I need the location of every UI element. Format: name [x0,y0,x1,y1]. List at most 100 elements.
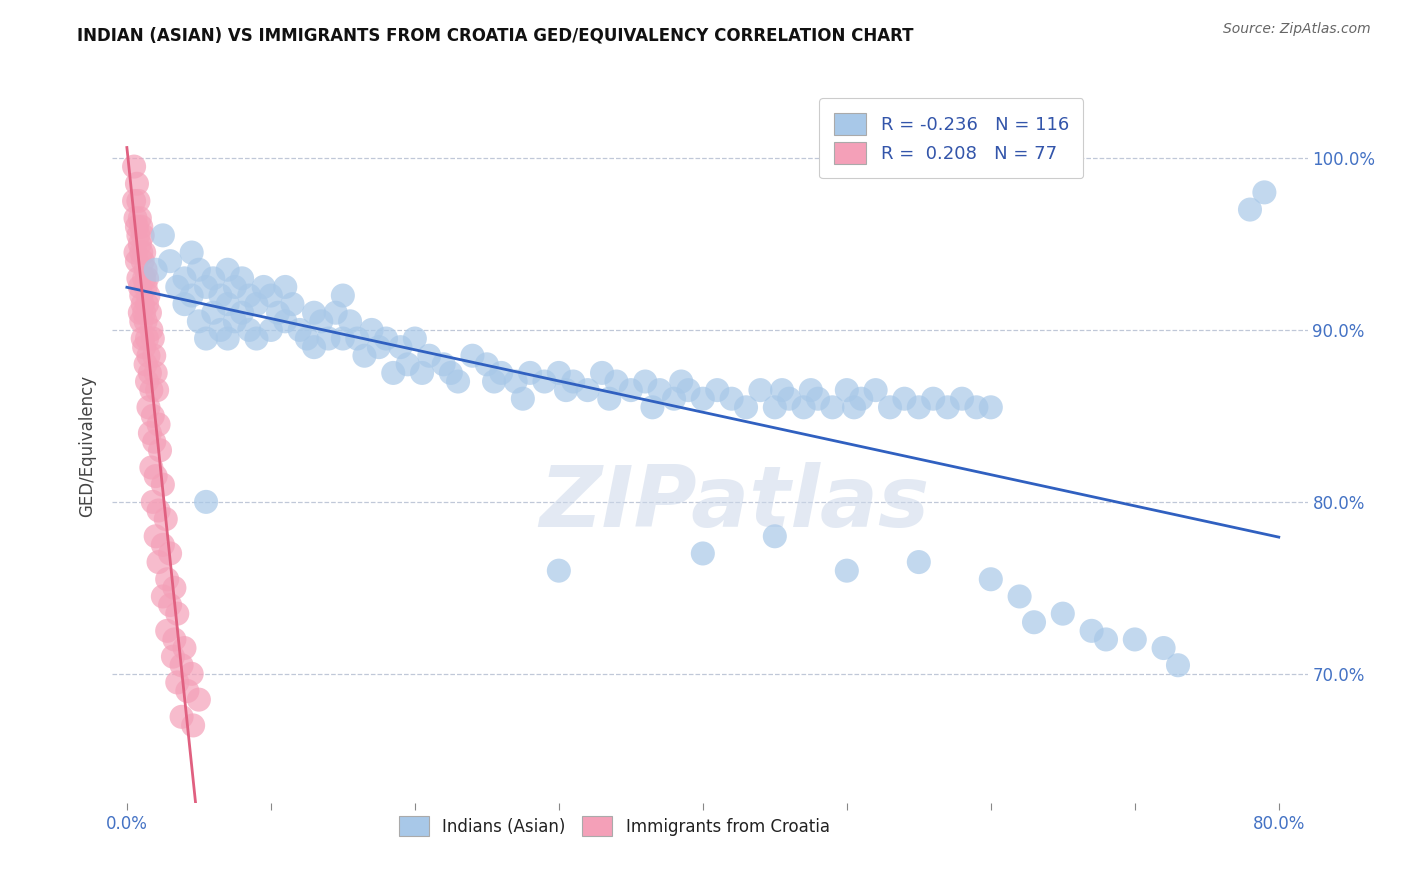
Point [124,211,146,226]
Point [835,383,858,397]
Point [134,340,156,354]
Text: ZIPatlas: ZIPatlas [538,461,929,545]
Point [605,375,627,389]
Point [807,392,830,406]
Point [176,684,198,698]
Point [142,332,165,346]
Point [253,280,276,294]
Point [163,632,186,647]
Point [125,254,148,268]
Point [648,383,671,397]
Point [145,529,167,543]
Point [461,349,484,363]
Point [260,288,283,302]
Point [382,366,405,380]
Point [346,332,368,346]
Point [166,280,188,294]
Point [152,228,174,243]
Point [128,236,150,251]
Point [187,262,209,277]
Point [367,340,389,354]
Point [907,555,929,569]
Point [1008,590,1031,604]
Point [128,211,150,226]
Point [692,546,714,560]
Point [152,477,174,491]
Point [125,219,148,234]
Point [156,624,179,638]
Point [231,271,253,285]
Point [135,262,157,277]
Point [821,401,844,415]
Point [678,383,700,397]
Point [763,401,786,415]
Point [139,426,162,441]
Point [132,332,155,346]
Point [181,718,204,732]
Point [770,383,793,397]
Point [122,194,145,208]
Point [224,314,246,328]
Point [1052,607,1074,621]
Point [149,443,172,458]
Point [562,375,585,389]
Point [418,349,440,363]
Text: Source: ZipAtlas.com: Source: ZipAtlas.com [1223,22,1371,37]
Point [134,271,156,285]
Point [576,383,599,397]
Point [1167,658,1189,673]
Point [842,401,865,415]
Point [491,366,513,380]
Point [238,323,260,337]
Point [231,306,253,320]
Point [152,538,174,552]
Point [173,641,195,656]
Point [128,306,150,320]
Point [166,675,188,690]
Point [281,297,304,311]
Point [155,512,177,526]
Point [132,254,155,268]
Point [389,340,412,354]
Point [159,254,181,268]
Point [148,417,170,432]
Y-axis label: GED/Equivalency: GED/Equivalency [79,375,97,517]
Point [127,228,149,243]
Point [1153,641,1175,656]
Point [835,564,858,578]
Point [187,314,209,328]
Point [339,314,361,328]
Point [433,357,456,371]
Point [865,383,887,397]
Point [353,349,375,363]
Point [411,366,433,380]
Point [1080,624,1102,638]
Point [879,401,901,415]
Point [142,409,165,423]
Point [692,392,714,406]
Point [907,401,929,415]
Point [922,392,945,406]
Point [122,160,145,174]
Point [195,495,218,509]
Point [127,271,149,285]
Point [195,332,218,346]
Point [245,297,267,311]
Point [141,323,163,337]
Point [332,288,354,302]
Point [295,332,318,346]
Point [145,366,167,380]
Point [224,280,246,294]
Point [288,323,311,337]
Point [180,288,202,302]
Point [217,332,239,346]
Point [217,297,239,311]
Point [671,375,693,389]
Point [267,306,290,320]
Point [135,357,157,371]
Point [800,383,823,397]
Point [1123,632,1146,647]
Point [274,314,297,328]
Point [138,401,160,415]
Point [505,375,527,389]
